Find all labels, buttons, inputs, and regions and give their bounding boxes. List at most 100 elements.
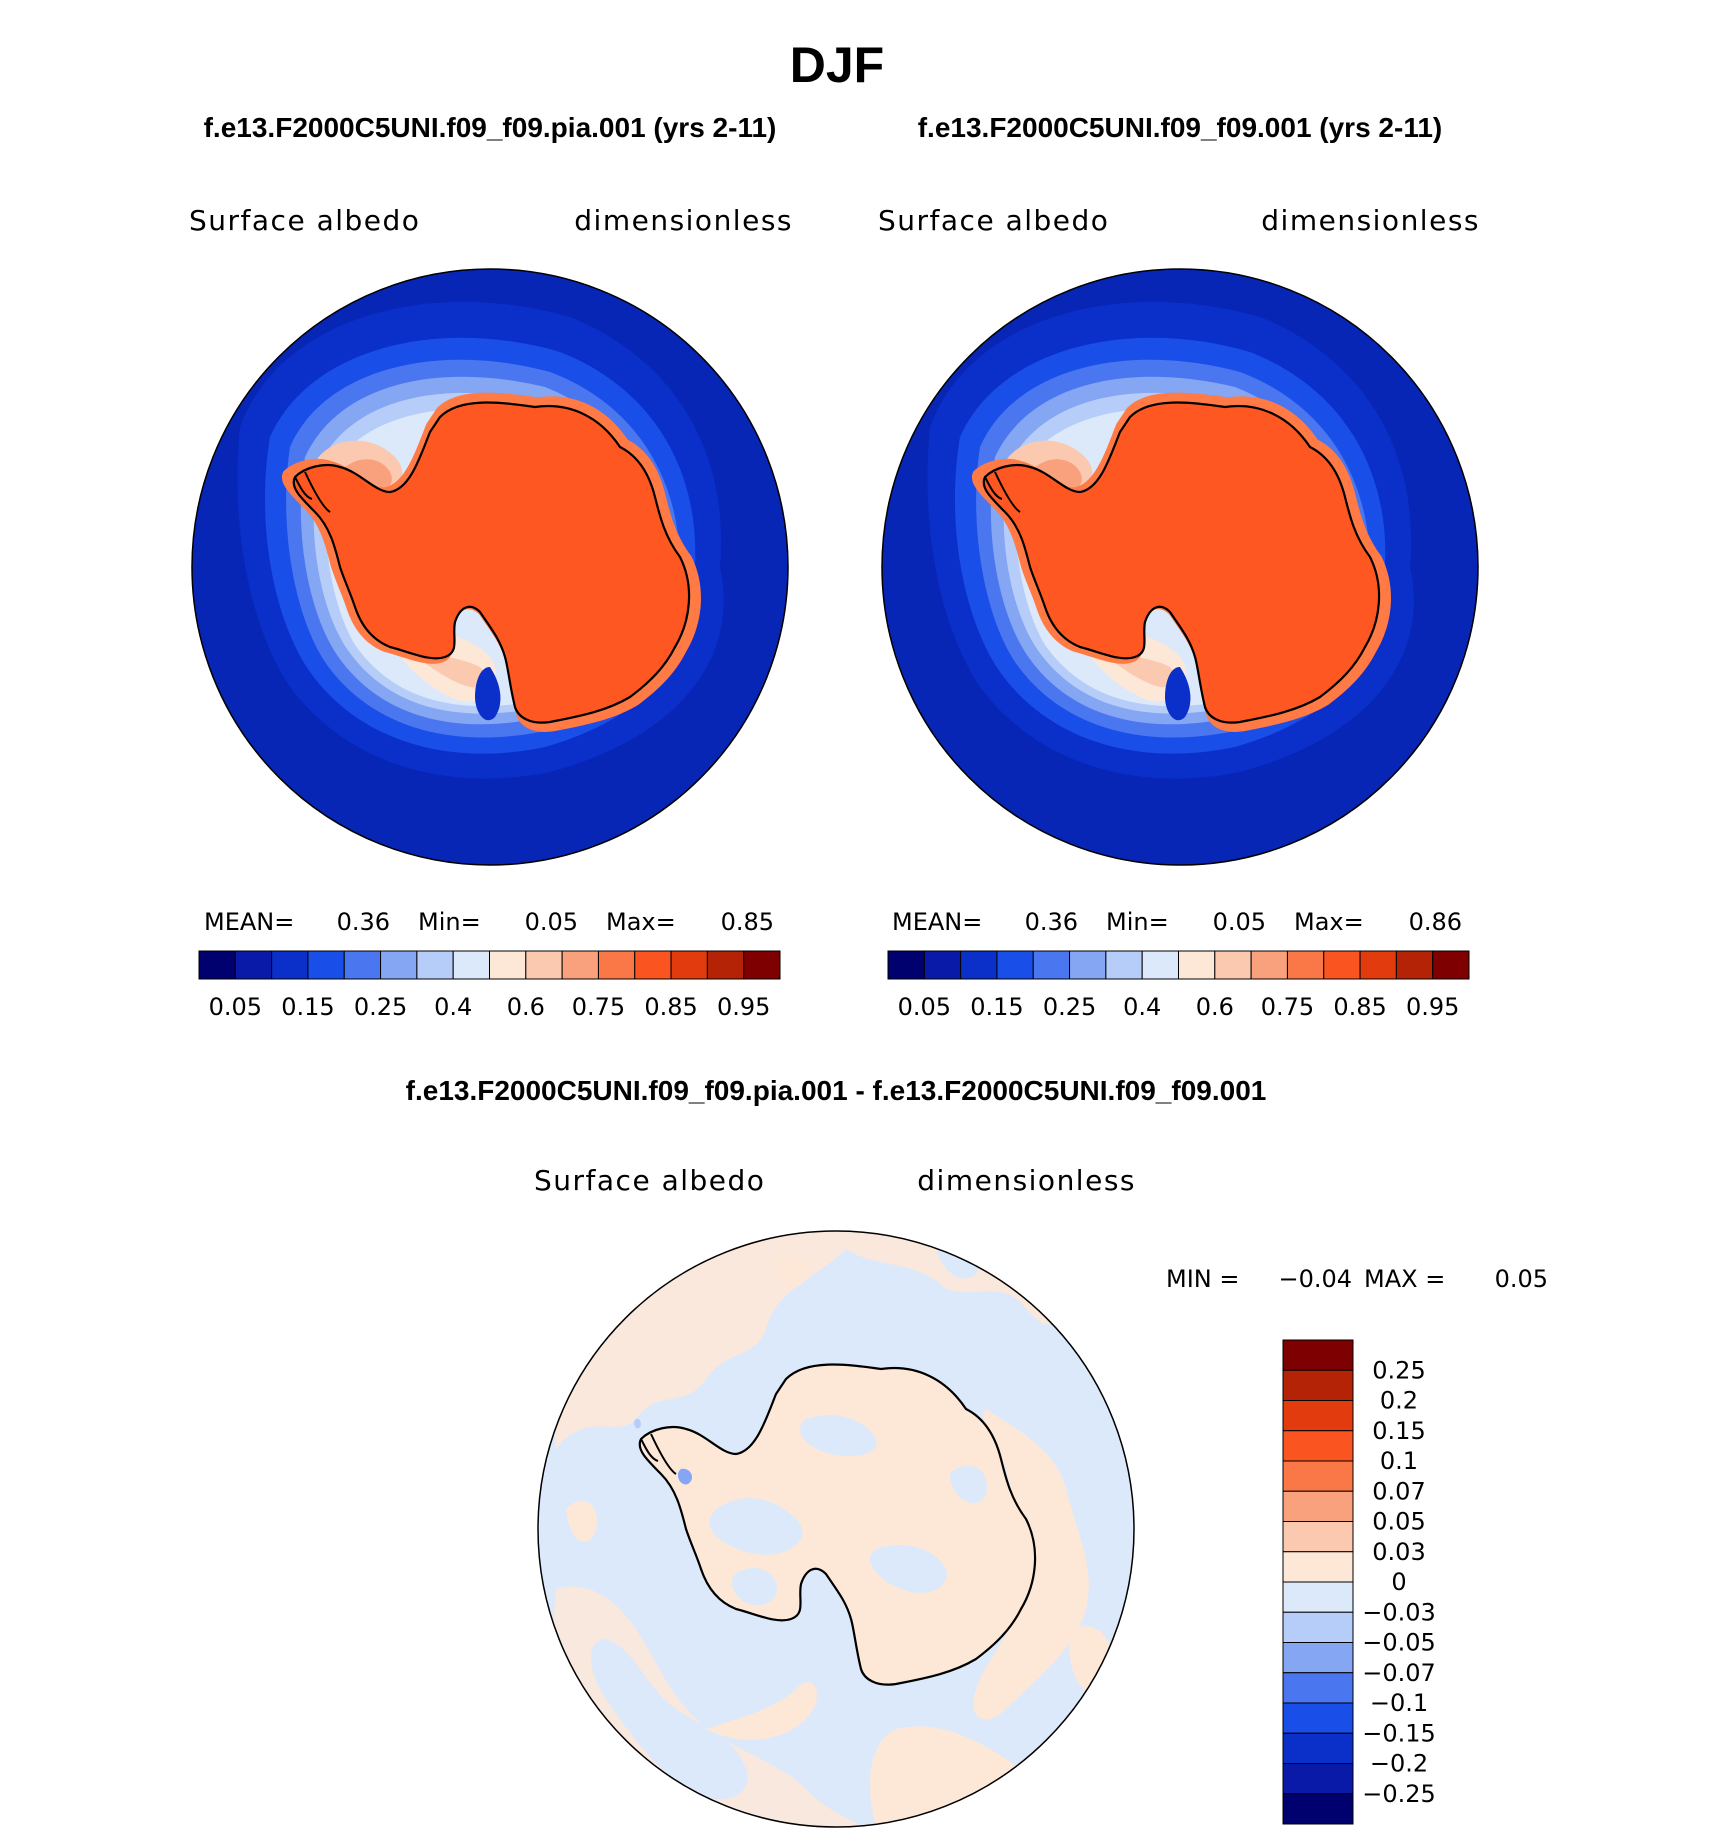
difference-stats: MIN = −0.04 MAX = 0.05 [1166,1265,1548,1293]
colorbar-swatch [1178,950,1216,980]
panel-2-max-value: 0.86 [1409,908,1462,936]
panel-1-stats: MEAN= 0.36 Min= 0.05 Max= 0.85 [204,908,774,936]
colorbar-swatch [1250,950,1288,980]
colorbar-tick-label: 0 [1391,1568,1406,1596]
colorbar-swatch [960,950,998,980]
colorbar-tick-label: 0.75 [1261,993,1314,1021]
difference-min-label: MIN = [1166,1265,1239,1293]
difference-min-value: −0.04 [1278,1265,1352,1293]
colorbar-swatch [743,950,781,980]
difference-map [537,1230,1135,1828]
panel-1-units-label: dimensionless [574,204,793,237]
colorbar-tick-label: 0.25 [1043,993,1096,1021]
colorbar-tick-label: −0.07 [1362,1659,1436,1687]
colorbar-swatch [1282,1672,1354,1704]
colorbar-tick-label: 0.25 [1372,1356,1425,1384]
colorbar-swatch [1282,1400,1354,1432]
colorbar-swatch [561,950,599,980]
colorbar-swatch [1282,1460,1354,1492]
colorbar-swatch [234,950,273,980]
panel-2-mean-label: MEAN= [892,908,982,936]
panel-1-mean-label: MEAN= [204,908,294,936]
colorbar-tick-label: 0.07 [1372,1477,1425,1505]
colorbar-swatch [1282,1702,1354,1734]
difference-units-label: dimensionless [917,1164,1136,1197]
colorbar-swatch [380,950,418,980]
colorbar-swatch [1323,950,1361,980]
colorbar-tick-label: −0.03 [1362,1598,1436,1626]
colorbar-tick-label: 0.4 [434,993,472,1021]
colorbar-tick-label: 0.15 [970,993,1023,1021]
colorbar-tick-label: −0.25 [1362,1780,1436,1808]
colorbar-swatch [1282,1521,1354,1553]
colorbar-tick-label: 0.25 [354,993,407,1021]
colorbar-swatch [307,950,345,980]
panel-2-colorbar: 0.05 0.15 0.25 0.4 0.6 0.75 0.85 0.95 [887,950,1470,1021]
colorbar-tick-label: 0.05 [898,993,951,1021]
panel-1-map [191,268,789,866]
colorbar-swatch [343,950,382,980]
colorbar-tick-label: −0.05 [1362,1629,1436,1657]
colorbar-swatch [1214,950,1252,980]
colorbar-tick-label: 0.15 [281,993,334,1021]
colorbar-swatch [996,950,1034,980]
panel-2-map [881,268,1479,866]
figure-title: DJF [790,37,884,93]
panel-1: f.e13.F2000C5UNI.f09_f09.pia.001 (yrs 2-… [189,112,793,1021]
colorbar-swatch [1282,1642,1354,1674]
colorbar-swatch [1282,1611,1354,1643]
panel-1-case-title: f.e13.F2000C5UNI.f09_f09.pia.001 (yrs 2-… [204,112,777,143]
panel-2-max-label: Max= [1294,908,1364,936]
difference-case-title: f.e13.F2000C5UNI.f09_f09.pia.001 - f.e13… [406,1075,1267,1106]
colorbar-swatch [271,950,309,980]
colorbar-tick-label: 0.15 [1372,1417,1425,1445]
panel-2-case-title: f.e13.F2000C5UNI.f09_f09.001 (yrs 2-11) [918,112,1443,143]
colorbar-swatch [1032,950,1071,980]
difference-colorbar: 0.250.20.150.10.070.050.030−0.03−0.05−0.… [1282,1339,1436,1825]
colorbar-tick-label: −0.2 [1370,1750,1428,1778]
colorbar-swatch [887,950,925,980]
colorbar-tick-label: 0.6 [507,993,545,1021]
panel-1-max-label: Max= [606,908,676,936]
panel-2-units-label: dimensionless [1261,204,1480,237]
colorbar-swatch [1141,950,1179,980]
colorbar-swatch [198,950,236,980]
colorbar-tick-label: 0.95 [717,993,770,1021]
colorbar-swatch [1282,1793,1354,1825]
colorbar-tick-label: −0.15 [1362,1719,1436,1747]
colorbar-swatch [1282,1732,1354,1764]
colorbar-swatch [1282,1763,1354,1795]
panel-1-min-value: 0.05 [525,908,578,936]
colorbar-swatch [1282,1339,1354,1371]
colorbar-swatch [416,950,454,980]
colorbar-tick-label: 0.75 [572,993,625,1021]
colorbar-tick-label: 0.85 [644,993,697,1021]
colorbar-swatch [1359,950,1397,980]
panel-2-stats: MEAN= 0.36 Min= 0.05 Max= 0.86 [892,908,1462,936]
colorbar-swatch [489,950,527,980]
colorbar-swatch [1282,1581,1354,1613]
difference-max-label: MAX = [1364,1265,1445,1293]
colorbar-swatch [706,950,745,980]
colorbar-tick-label: 0.03 [1372,1538,1425,1566]
colorbar-tick-label: 0.2 [1380,1387,1418,1415]
colorbar-swatch [1105,950,1143,980]
colorbar-tick-label: 0.6 [1196,993,1234,1021]
panel-2-mean-value: 0.36 [1025,908,1078,936]
colorbar-swatch [1286,950,1325,980]
panel-1-mean-value: 0.36 [337,908,390,936]
panel-1-min-label: Min= [418,908,481,936]
colorbar-swatch [1282,1551,1354,1583]
panel-2-min-value: 0.05 [1213,908,1266,936]
colorbar-tick-label: 0.05 [1372,1508,1425,1536]
colorbar-tick-label: −0.1 [1370,1689,1428,1717]
colorbar-swatch [1395,950,1434,980]
panel-2-variable-label: Surface albedo [878,204,1109,237]
colorbar-swatch [634,950,672,980]
colorbar-tick-label: 0.1 [1380,1447,1418,1475]
colorbar-swatch [1432,950,1470,980]
panel-2-min-label: Min= [1106,908,1169,936]
colorbar-swatch [923,950,962,980]
colorbar-swatch [452,950,490,980]
panel-1-variable-label: Surface albedo [189,204,420,237]
